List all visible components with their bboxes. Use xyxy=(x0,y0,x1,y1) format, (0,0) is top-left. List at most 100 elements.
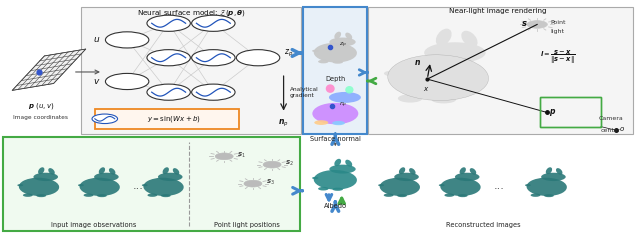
Ellipse shape xyxy=(380,178,420,196)
Text: $z_p$: $z_p$ xyxy=(339,41,346,50)
Ellipse shape xyxy=(314,170,357,190)
Ellipse shape xyxy=(97,194,107,197)
Polygon shape xyxy=(12,49,86,90)
Circle shape xyxy=(147,15,190,31)
Circle shape xyxy=(147,84,190,100)
Circle shape xyxy=(236,50,280,66)
Ellipse shape xyxy=(409,168,415,175)
Ellipse shape xyxy=(440,178,481,196)
Ellipse shape xyxy=(455,173,479,181)
Circle shape xyxy=(106,73,149,90)
Ellipse shape xyxy=(33,173,58,181)
Text: $o$: $o$ xyxy=(619,125,625,133)
Ellipse shape xyxy=(378,184,384,186)
Ellipse shape xyxy=(546,167,552,174)
Circle shape xyxy=(147,50,190,66)
Ellipse shape xyxy=(78,184,84,186)
Ellipse shape xyxy=(17,184,23,186)
Ellipse shape xyxy=(318,60,328,63)
Text: Input image observations: Input image observations xyxy=(51,222,136,228)
Ellipse shape xyxy=(330,165,356,174)
Text: Near-light image rendering: Near-light image rendering xyxy=(449,8,547,14)
Text: $\boldsymbol{s}_2$: $\boldsymbol{s}_2$ xyxy=(285,159,294,168)
Ellipse shape xyxy=(544,194,554,197)
Text: $n_p$: $n_p$ xyxy=(339,101,348,110)
Ellipse shape xyxy=(527,178,567,196)
Circle shape xyxy=(263,161,281,168)
Text: Image coordinates: Image coordinates xyxy=(13,115,68,120)
Text: ...: ... xyxy=(133,181,144,191)
Ellipse shape xyxy=(158,173,182,181)
Text: Reconstructed images: Reconstructed images xyxy=(445,222,520,228)
Circle shape xyxy=(191,15,235,31)
Ellipse shape xyxy=(161,194,171,197)
Ellipse shape xyxy=(163,167,169,174)
Ellipse shape xyxy=(345,160,352,167)
Ellipse shape xyxy=(345,86,353,94)
Ellipse shape xyxy=(330,38,356,46)
Ellipse shape xyxy=(398,94,422,103)
Text: $v$: $v$ xyxy=(93,77,100,86)
Ellipse shape xyxy=(556,168,563,175)
Circle shape xyxy=(106,32,149,48)
Circle shape xyxy=(215,153,233,160)
Ellipse shape xyxy=(23,194,33,197)
Ellipse shape xyxy=(314,43,357,62)
Ellipse shape xyxy=(525,184,531,186)
Circle shape xyxy=(527,21,547,28)
Ellipse shape xyxy=(444,194,454,197)
Ellipse shape xyxy=(332,188,343,191)
Ellipse shape xyxy=(436,29,452,46)
Ellipse shape xyxy=(109,168,115,175)
Text: $\boldsymbol{n}_p$: $\boldsymbol{n}_p$ xyxy=(278,118,289,129)
Ellipse shape xyxy=(439,184,445,186)
FancyBboxPatch shape xyxy=(3,137,300,231)
Text: $\boldsymbol{s}_3$: $\boldsymbol{s}_3$ xyxy=(266,178,275,187)
Ellipse shape xyxy=(399,167,405,174)
Text: $z_p$: $z_p$ xyxy=(284,47,292,59)
Ellipse shape xyxy=(312,50,318,52)
Ellipse shape xyxy=(424,42,486,63)
Ellipse shape xyxy=(458,194,468,197)
Text: Surface normal: Surface normal xyxy=(310,136,361,141)
Ellipse shape xyxy=(332,60,343,64)
FancyBboxPatch shape xyxy=(303,7,367,134)
Ellipse shape xyxy=(345,33,352,40)
Text: light: light xyxy=(550,29,564,34)
Text: $\boldsymbol{p}$: $\boldsymbol{p}$ xyxy=(549,107,557,118)
Text: Analytical
gradient: Analytical gradient xyxy=(290,87,319,98)
Text: Neural surface model: $\mathcal{Z}(\boldsymbol{p}, \boldsymbol{\theta})$: Neural surface model: $\mathcal{Z}(\bold… xyxy=(136,8,246,18)
Ellipse shape xyxy=(334,159,341,166)
Ellipse shape xyxy=(318,187,328,190)
Text: Point light positions: Point light positions xyxy=(214,222,280,228)
Ellipse shape xyxy=(36,194,46,197)
Ellipse shape xyxy=(79,178,120,196)
Text: $\boldsymbol{p}$ $(u,v)$: $\boldsymbol{p}$ $(u,v)$ xyxy=(28,101,54,111)
Text: $\boldsymbol{n}$: $\boldsymbol{n}$ xyxy=(414,58,421,67)
Ellipse shape xyxy=(147,194,157,197)
Text: $\boldsymbol{s}_1$: $\boldsymbol{s}_1$ xyxy=(237,151,246,160)
Ellipse shape xyxy=(384,194,394,197)
Ellipse shape xyxy=(173,168,179,175)
Ellipse shape xyxy=(19,178,59,196)
Text: $x$: $x$ xyxy=(423,85,429,93)
Ellipse shape xyxy=(143,178,184,196)
Circle shape xyxy=(191,84,235,100)
Ellipse shape xyxy=(84,194,93,197)
Ellipse shape xyxy=(99,167,105,174)
Text: $\boldsymbol{l} = \dfrac{\boldsymbol{s}-\boldsymbol{x}}{\|\boldsymbol{s}-\boldsy: $\boldsymbol{l} = \dfrac{\boldsymbol{s}-… xyxy=(540,49,576,66)
Ellipse shape xyxy=(394,173,419,181)
Circle shape xyxy=(92,114,118,124)
FancyBboxPatch shape xyxy=(81,7,301,134)
Ellipse shape xyxy=(461,31,477,47)
Ellipse shape xyxy=(312,177,318,179)
Text: $u$: $u$ xyxy=(93,35,100,44)
Ellipse shape xyxy=(470,168,476,175)
Ellipse shape xyxy=(531,194,540,197)
Ellipse shape xyxy=(94,173,118,181)
Ellipse shape xyxy=(541,173,566,181)
Text: Point: Point xyxy=(550,20,565,25)
Ellipse shape xyxy=(142,184,148,186)
Ellipse shape xyxy=(388,55,488,100)
Ellipse shape xyxy=(312,103,358,124)
